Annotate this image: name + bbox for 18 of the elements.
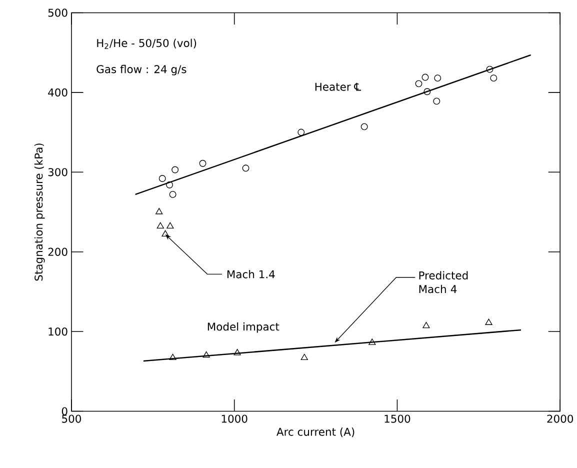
y-tick-label: 200 [48,248,68,256]
x-tick-label: 1000 [222,414,248,423]
x-tick-label: 1500 [384,414,410,423]
annotation: H$_{2}$/He - 50/50 (vol) [97,38,196,49]
y-axis-title: Stagnation pressure (kPa) [34,144,45,281]
x-tick-label: 2000 [547,414,574,423]
x-axis-title: Arc current (A) [276,428,354,438]
y-tick-label: 500 [48,8,68,17]
y-tick-label: 0 [62,407,68,416]
y-tick-label: 400 [48,88,68,96]
annotation: Heater ℄ [315,82,362,91]
annotation: Model impact [208,322,280,333]
x-tick-label: 500 [62,414,81,423]
y-tick-label: 300 [48,168,68,176]
annotation: Mach 1.4 [227,270,275,278]
y-tick-label: 100 [48,327,68,336]
annotation: Predicted Mach 4 [419,271,468,294]
annotation: Gas flow : 24 g/s [96,64,186,76]
